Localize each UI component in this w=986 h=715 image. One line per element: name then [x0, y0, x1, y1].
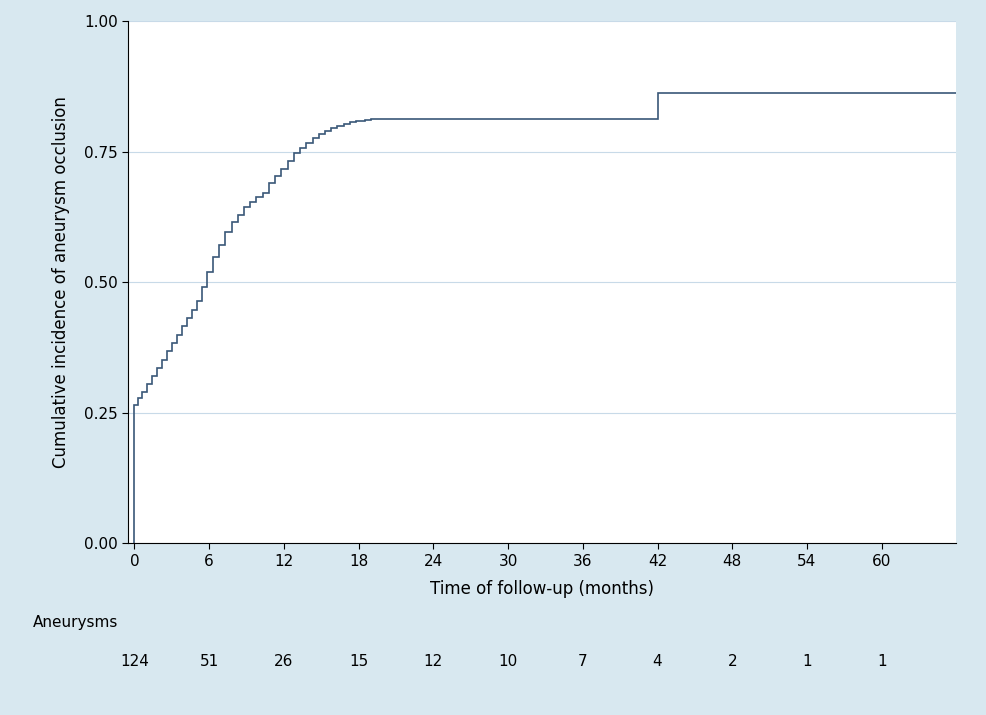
Text: 51: 51: [199, 654, 219, 669]
Text: 124: 124: [120, 654, 149, 669]
Text: 10: 10: [499, 654, 518, 669]
Text: 26: 26: [274, 654, 294, 669]
Text: 12: 12: [424, 654, 443, 669]
Text: 15: 15: [349, 654, 368, 669]
Y-axis label: Cumulative incidence of aneurysm occlusion: Cumulative incidence of aneurysm occlusi…: [52, 97, 70, 468]
Text: 2: 2: [728, 654, 738, 669]
Text: 7: 7: [578, 654, 588, 669]
Text: 1: 1: [877, 654, 886, 669]
Text: 1: 1: [803, 654, 811, 669]
Text: 4: 4: [653, 654, 663, 669]
X-axis label: Time of follow-up (months): Time of follow-up (months): [430, 580, 655, 598]
Text: Aneurysms: Aneurysms: [33, 615, 118, 630]
